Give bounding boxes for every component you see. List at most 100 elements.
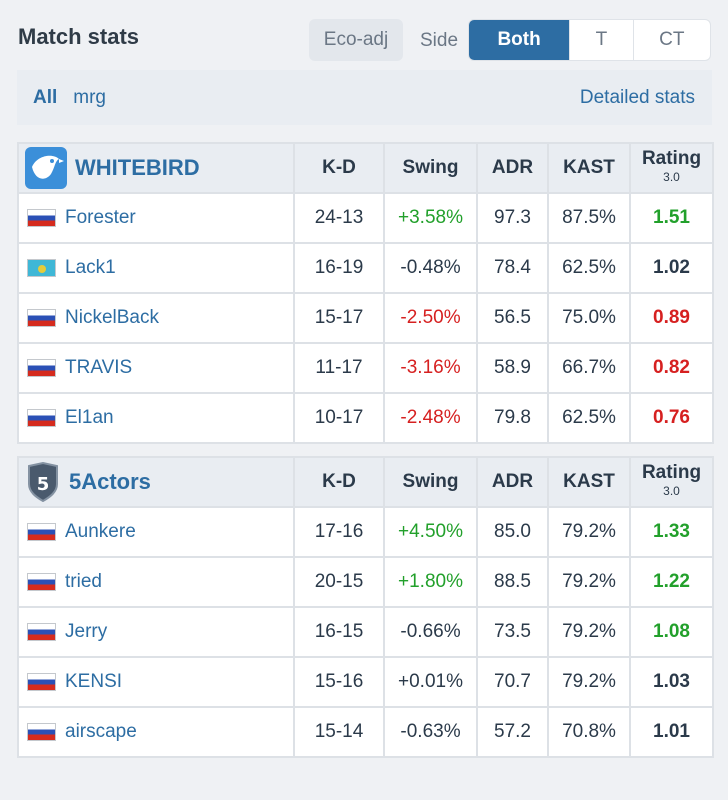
side-both-tab[interactable]: Both: [469, 20, 571, 60]
kast-cell: 75.0%: [547, 292, 631, 344]
swing-cell: -0.66%: [383, 606, 478, 658]
kast-cell: 66.7%: [547, 342, 631, 394]
table-row: Lack1 16-19 -0.48% 78.4 62.5% 1.02: [17, 242, 714, 294]
page-title: Match stats: [18, 24, 140, 49]
swing-cell: +0.01%: [383, 656, 478, 708]
col-kast: KAST: [547, 142, 631, 194]
swing-cell: -3.16%: [383, 342, 478, 394]
kd-cell: 24-13: [293, 192, 385, 244]
adr-cell: 56.5: [476, 292, 549, 344]
table-row: KENSI 15-16 +0.01% 70.7 79.2% 1.03: [17, 656, 714, 708]
detailed-stats-link[interactable]: Detailed stats: [579, 86, 695, 108]
player-name-link[interactable]: Forester: [65, 207, 136, 228]
kd-cell: 15-17: [293, 292, 385, 344]
team-header: WHITEBIRD: [17, 142, 295, 194]
col-rating-label: Rating: [641, 462, 702, 483]
kd-cell: 16-19: [293, 242, 385, 294]
player-name-link[interactable]: TRAVIS: [65, 357, 133, 378]
kd-cell: 20-15: [293, 556, 385, 608]
rating-cell: 1.03: [629, 656, 714, 708]
col-adr: ADR: [476, 456, 549, 508]
col-adr: ADR: [476, 142, 549, 194]
player-cell: Aunkere: [17, 506, 295, 558]
flag-ru-icon: [27, 623, 56, 641]
player-name-link[interactable]: El1an: [65, 407, 114, 428]
rating-cell: 1.51: [629, 192, 714, 244]
team-header: 5 5Actors: [17, 456, 295, 508]
rating-cell: 1.02: [629, 242, 714, 294]
kd-cell: 11-17: [293, 342, 385, 394]
col-kd: K-D: [293, 456, 385, 508]
kast-cell: 79.2%: [547, 656, 631, 708]
swing-cell: +1.80%: [383, 556, 478, 608]
side-ct-tab[interactable]: CT: [659, 29, 685, 50]
flag-kz-icon: [27, 259, 56, 277]
player-name-link[interactable]: Aunkere: [65, 521, 136, 542]
team-name[interactable]: WHITEBIRD: [75, 155, 200, 180]
stats-header: Match stats Eco-adj Side Both T CT: [0, 0, 728, 72]
player-cell: Jerry: [17, 606, 295, 658]
table-row: Jerry 16-15 -0.66% 73.5 79.2% 1.08: [17, 606, 714, 658]
player-cell: Forester: [17, 192, 295, 244]
table-row: El1an 10-17 -2.48% 79.8 62.5% 0.76: [17, 392, 714, 444]
adr-cell: 58.9: [476, 342, 549, 394]
kast-cell: 79.2%: [547, 606, 631, 658]
col-rating-label: Rating: [641, 148, 702, 169]
filter-map-tab[interactable]: mrg: [73, 86, 107, 108]
player-name-link[interactable]: Lack1: [65, 257, 116, 278]
table-row: NickelBack 15-17 -2.50% 56.5 75.0% 0.89: [17, 292, 714, 344]
col-kd: K-D: [293, 142, 385, 194]
swing-cell: +3.58%: [383, 192, 478, 244]
adr-cell: 78.4: [476, 242, 549, 294]
kast-cell: 62.5%: [547, 242, 631, 294]
col-rating-version: 3.0: [663, 484, 680, 498]
table-row: TRAVIS 11-17 -3.16% 58.9 66.7% 0.82: [17, 342, 714, 394]
filter-all-tab[interactable]: All: [33, 86, 58, 108]
team-rows: Aunkere 17-16 +4.50% 85.0 79.2% 1.33 tried 20-1…: [17, 506, 714, 758]
player-name-link[interactable]: KENSI: [65, 671, 123, 692]
flag-ru-icon: [27, 209, 56, 227]
kast-cell: 87.5%: [547, 192, 631, 244]
player-cell: TRAVIS: [17, 342, 295, 394]
rating-cell: 0.82: [629, 342, 714, 394]
filter-bar: All mrg Detailed stats: [17, 70, 712, 125]
player-cell: Lack1: [17, 242, 295, 294]
eco-adj-button[interactable]: Eco-adj: [309, 19, 403, 61]
player-name-link[interactable]: tried: [65, 571, 102, 592]
rating-cell: 1.33: [629, 506, 714, 558]
flag-ru-icon: [27, 723, 56, 741]
col-rating: Rating 3.0: [629, 456, 714, 508]
team-name[interactable]: 5Actors: [69, 469, 151, 494]
white-bird-icon: [25, 147, 67, 189]
col-rating: Rating 3.0: [629, 142, 714, 194]
kast-cell: 70.8%: [547, 706, 631, 758]
rating-cell: 1.08: [629, 606, 714, 658]
col-swing: Swing: [383, 142, 478, 194]
kast-cell: 62.5%: [547, 392, 631, 444]
rating-cell: 0.76: [629, 392, 714, 444]
col-swing: Swing: [383, 456, 478, 508]
adr-cell: 57.2: [476, 706, 549, 758]
player-cell: El1an: [17, 392, 295, 444]
rating-cell: 0.89: [629, 292, 714, 344]
col-kast: KAST: [547, 456, 631, 508]
table-row: tried 20-15 +1.80% 88.5 79.2% 1.22: [17, 556, 714, 608]
kd-cell: 15-14: [293, 706, 385, 758]
team-stats-table: WHITEBIRD K-D Swing ADR KAST Rating 3.0 …: [17, 142, 714, 444]
shield-5-icon: 5: [25, 461, 61, 503]
player-name-link[interactable]: Jerry: [65, 621, 108, 642]
adr-cell: 85.0: [476, 506, 549, 558]
side-t-tab[interactable]: T: [570, 20, 634, 60]
team-rows: Forester 24-13 +3.58% 97.3 87.5% 1.51 Lack1 16-…: [17, 192, 714, 444]
player-name-link[interactable]: airscape: [65, 721, 137, 742]
kd-cell: 16-15: [293, 606, 385, 658]
kast-cell: 79.2%: [547, 556, 631, 608]
table-row: Aunkere 17-16 +4.50% 85.0 79.2% 1.33: [17, 506, 714, 558]
kd-cell: 10-17: [293, 392, 385, 444]
kd-cell: 15-16: [293, 656, 385, 708]
kd-cell: 17-16: [293, 506, 385, 558]
svg-text:5: 5: [37, 474, 50, 495]
flag-ru-icon: [27, 573, 56, 591]
player-name-link[interactable]: NickelBack: [65, 307, 159, 328]
swing-cell: -0.63%: [383, 706, 478, 758]
